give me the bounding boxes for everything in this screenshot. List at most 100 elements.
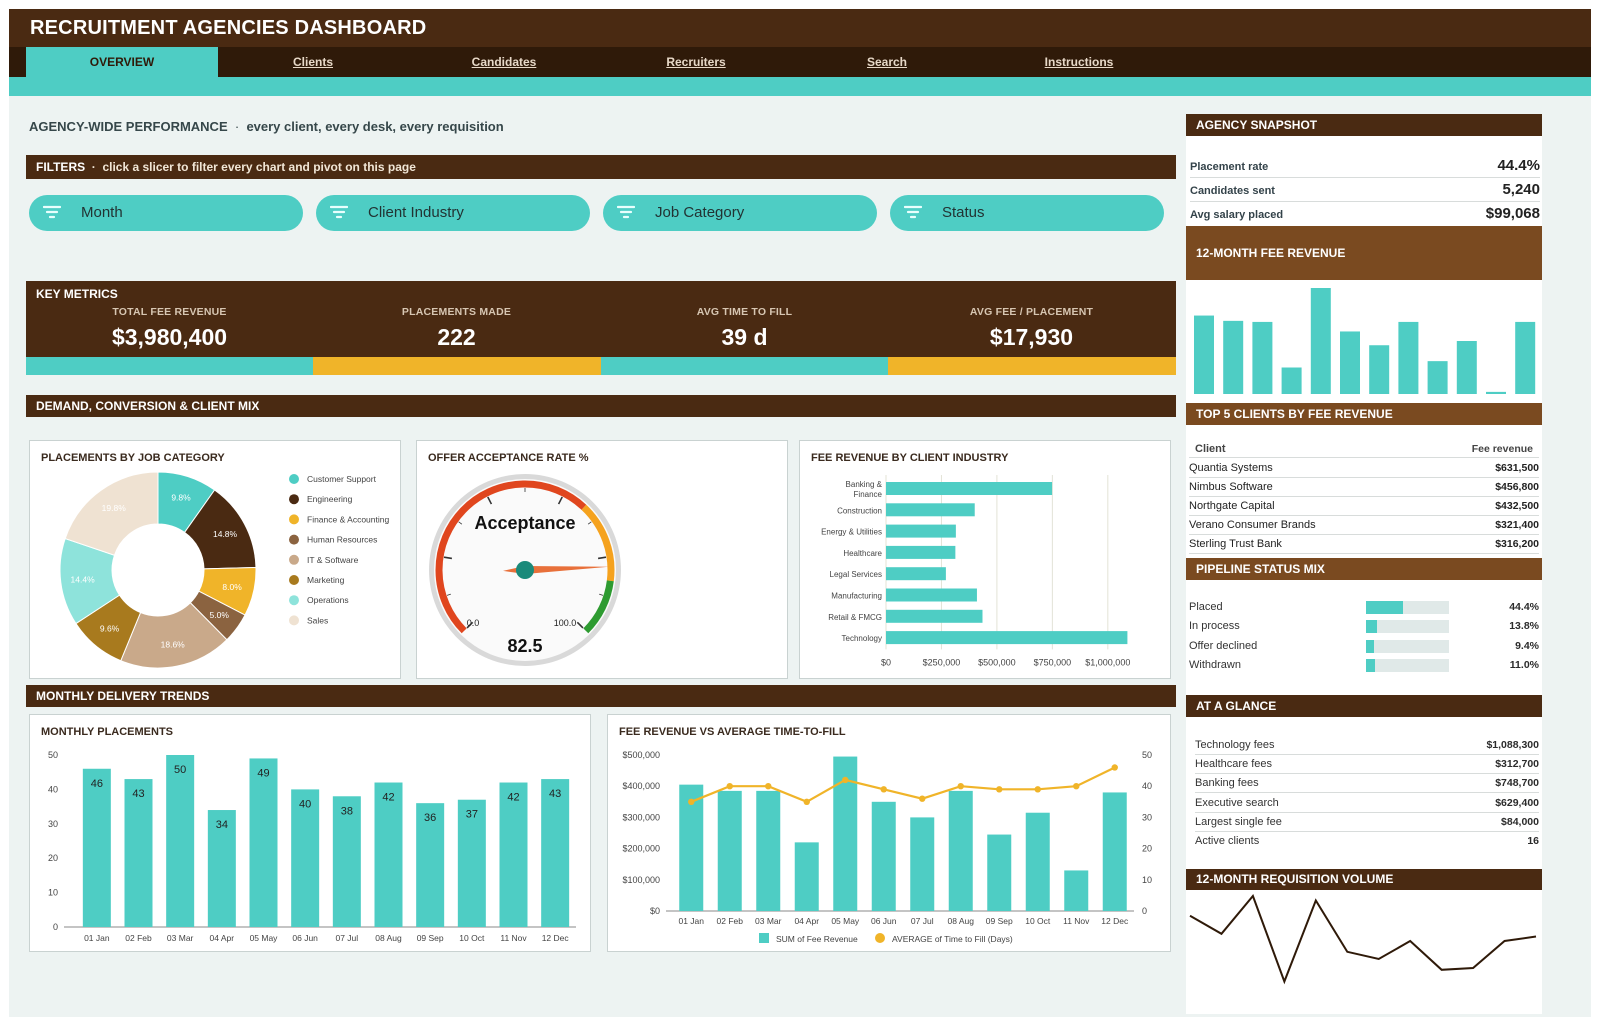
- bar-data-label: 40: [299, 798, 311, 810]
- gauge-tick: [466, 621, 474, 629]
- pipeline-row: Withdrawn 11.0%: [1189, 657, 1539, 676]
- slicer-job-category-label: Job Category: [655, 204, 745, 221]
- fee-revenue-bar: [910, 817, 935, 911]
- y-tick-label: 20: [48, 853, 58, 863]
- snapshot-row: Avg salary placed $99,068: [1190, 202, 1540, 226]
- gauge-value: 82.5: [507, 636, 542, 656]
- time-to-fill-point: [1111, 764, 1118, 771]
- y-tick-label: 50: [48, 750, 58, 760]
- time-to-fill-point: [1034, 786, 1041, 793]
- x-tick-label: 04 Apr: [210, 933, 235, 943]
- legend-label: Customer Support: [307, 474, 377, 484]
- tab-clients[interactable]: Clients: [292, 55, 333, 69]
- y-tick-label: $200,000: [622, 844, 660, 854]
- donut-slice-label: 14.4%: [71, 575, 96, 585]
- x-tick-label: 06 Jun: [292, 933, 318, 943]
- filters-title: FILTERS: [36, 160, 86, 174]
- industry-bar-chart[interactable]: $0 $250,000 $500,000 $750,000 $1,000,000 Bank…: [800, 441, 1172, 680]
- client-fee: $432,500: [1495, 500, 1539, 512]
- slicer-month-label: Month: [81, 204, 123, 221]
- donut-chart[interactable]: 9.8% 14.8% 8.0% 5.0% 18.6% 9.6% 14.4% 19.8% Cust…: [30, 441, 402, 680]
- tab-instructions[interactable]: Instructions: [1044, 55, 1114, 69]
- tab-candidates[interactable]: Candidates: [471, 55, 537, 69]
- x-tick-label: 08 Aug: [948, 916, 975, 926]
- section-monthly-header: MONTHLY DELIVERY TRENDS: [26, 685, 1176, 707]
- sidebar: AGENCY SNAPSHOT Placement rate 44.4% Can…: [1186, 114, 1542, 1014]
- legend-label: Marketing: [307, 575, 345, 585]
- client-name: Northgate Capital: [1189, 500, 1275, 512]
- industry-bar: [886, 545, 956, 559]
- gauge-tick: [599, 593, 604, 596]
- y-tick-label: Energy & Utilities: [821, 528, 882, 537]
- x-tick-label: 05 May: [831, 916, 860, 926]
- y-tick-label: $0: [650, 906, 660, 916]
- glance-row: Technology fees $1,088,300: [1195, 736, 1539, 755]
- slicer-client-industry[interactable]: Client Industry: [316, 195, 590, 231]
- industry-bar: [886, 524, 956, 538]
- kpi-value: 222: [437, 324, 476, 350]
- kpi-avg-time-to-fill: AVG TIME TO FILL 39 d: [601, 306, 888, 351]
- x-tick-label: $0: [881, 657, 891, 667]
- gauge-min-label: 0.0: [467, 618, 480, 628]
- placement-bar: [541, 779, 570, 927]
- placement-bar: [457, 799, 486, 927]
- x-tick-label: $1,000,000: [1085, 657, 1130, 667]
- filters-separator: ·: [91, 160, 96, 174]
- legend-swatch: [759, 933, 769, 943]
- time-to-fill-point: [957, 783, 964, 790]
- monthly-placements-chart[interactable]: 0 10 20 30 40 50 46 01 Jan 43 02 Feb 50 03 Mar 34 04 …: [30, 715, 592, 953]
- x-tick-label: 07 Jul: [335, 933, 358, 943]
- top-client-row[interactable]: Verano Consumer Brands $321,400: [1189, 516, 1539, 535]
- x-tick-label: 05 May: [250, 933, 279, 943]
- slicer-month[interactable]: Month: [29, 195, 303, 231]
- at-a-glance-header: AT A GLANCE: [1186, 695, 1542, 717]
- y-tick-label: $100,000: [622, 875, 660, 885]
- kpi-placements-made: PLACEMENTS MADE 222: [313, 306, 600, 351]
- filter-icon: [330, 205, 348, 219]
- x-tick-label: 09 Sep: [417, 933, 444, 943]
- kpi-avg-fee-per-placement: AVG FEE / PLACEMENT $17,930: [888, 306, 1175, 351]
- y-tick-label: Legal Services: [830, 570, 882, 579]
- chart-title: MONTHLY PLACEMENTS: [41, 726, 174, 738]
- requisition-volume-line: [1189, 894, 1537, 985]
- top-client-row[interactable]: Sterling Trust Bank $316,200: [1189, 535, 1539, 554]
- top-client-row[interactable]: Northgate Capital $432,500: [1189, 497, 1539, 516]
- top-client-row[interactable]: Quantia Systems $631,500: [1189, 459, 1539, 478]
- fee-revenue-sparkbar-bar: [1427, 361, 1448, 394]
- bar-data-label: 43: [132, 788, 144, 800]
- glance-row: Banking fees $748,700: [1195, 774, 1539, 794]
- kpi-total-fee-revenue: TOTAL FEE REVENUE $3,980,400: [26, 306, 313, 351]
- pipeline-value: 44.4%: [1509, 601, 1539, 613]
- donut-slice: [64, 471, 159, 556]
- pipeline-bar-fill: [1366, 639, 1374, 653]
- tab-search[interactable]: Search: [866, 55, 908, 69]
- card-placements-by-job-category: PLACEMENTS BY JOB CATEGORY 9.8% 14.8% 8.0%…: [29, 440, 401, 679]
- fee-revenue-sparkbar-bar: [1194, 315, 1214, 394]
- glance-value: $1,088,300: [1486, 739, 1539, 751]
- top-client-row[interactable]: Nimbus Software $456,800: [1189, 478, 1539, 497]
- slicer-job-category[interactable]: Job Category: [603, 195, 877, 231]
- gauge-chart[interactable]: Acceptance 0.0 100.0 82.5: [417, 441, 789, 680]
- gauge-tick: [576, 621, 584, 629]
- slicer-status[interactable]: Status: [890, 195, 1164, 231]
- combo-chart[interactable]: $0 $100,000 $200,000 $300,000 $400,000 $500,0…: [608, 715, 1172, 953]
- glance-label: Healthcare fees: [1195, 758, 1273, 771]
- fee-revenue-bar: [948, 790, 973, 911]
- pipeline-bar-fill: [1366, 601, 1403, 614]
- chart-title: FEE REVENUE VS AVERAGE TIME-TO-FILL: [619, 726, 846, 738]
- fee-revenue-sparkbar-bar: [1456, 341, 1477, 394]
- gauge-tick: [587, 521, 592, 525]
- legend-swatch: [289, 595, 299, 606]
- tab-recruiters[interactable]: Recruiters: [666, 55, 726, 69]
- x-tick-label: 10 Oct: [1025, 916, 1051, 926]
- pipeline-bar-track: [1366, 601, 1449, 614]
- client-fee: $321,400: [1495, 519, 1539, 531]
- pipeline-header: PIPELINE STATUS MIX: [1186, 558, 1542, 580]
- time-to-fill-line: [690, 766, 1116, 804]
- x-tick-label: 04 Apr: [794, 916, 819, 926]
- gauge-tick: [597, 556, 607, 560]
- nav-bar: OVERVIEW Clients Candidates Recruiters S…: [9, 47, 1591, 87]
- legend-label: AVERAGE of Time to Fill (Days): [892, 934, 1013, 944]
- x-tick-label: 11 Nov: [500, 933, 527, 943]
- legend-swatch: [289, 554, 299, 565]
